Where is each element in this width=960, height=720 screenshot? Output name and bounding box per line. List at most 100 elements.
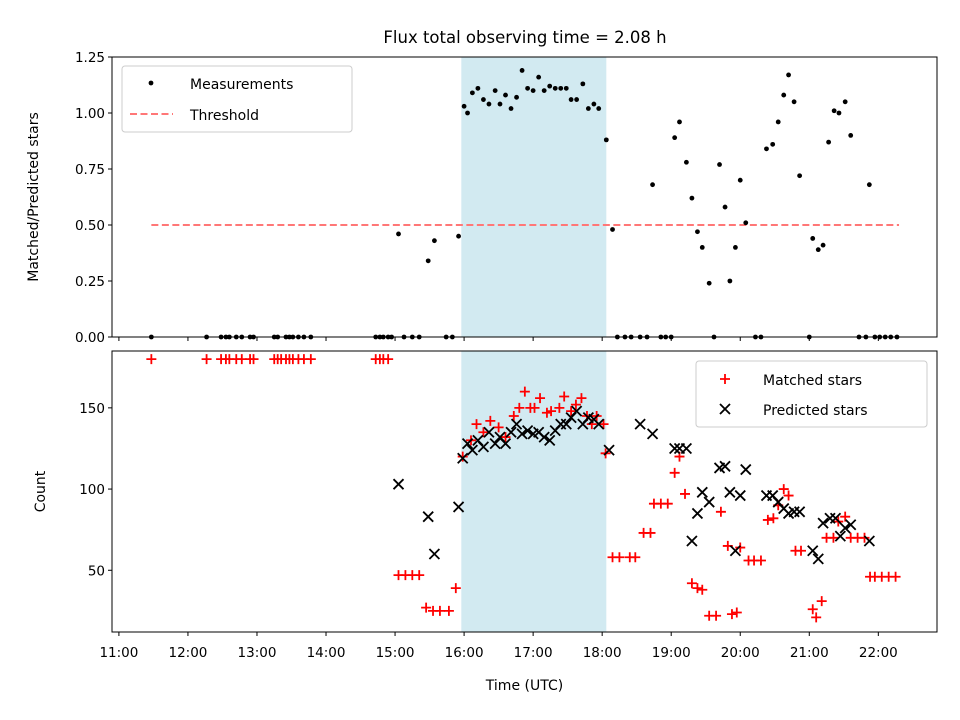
observing-span xyxy=(461,57,607,337)
data-point xyxy=(489,437,501,450)
x-tick-label: 12:00 xyxy=(168,645,207,661)
data-point xyxy=(603,137,609,143)
data-point xyxy=(593,418,605,430)
data-point xyxy=(591,101,597,107)
data-point xyxy=(466,444,479,456)
data-point xyxy=(508,410,519,421)
axes-frame xyxy=(111,56,938,338)
y-tick-label: 0.75 xyxy=(75,162,105,178)
data-point xyxy=(866,182,872,188)
data-point xyxy=(580,81,586,87)
data-point xyxy=(863,535,875,547)
data-point xyxy=(715,506,726,517)
data-point xyxy=(554,402,565,413)
data-point xyxy=(711,610,722,621)
data-point xyxy=(768,513,779,524)
y-tick-label: 0.25 xyxy=(75,274,105,290)
data-point xyxy=(686,578,697,589)
x-tick-label: 18:00 xyxy=(583,645,622,661)
data-point xyxy=(146,354,157,365)
data-point xyxy=(392,478,405,490)
data-point xyxy=(859,532,870,543)
data-point xyxy=(425,258,431,264)
data-point xyxy=(461,437,474,450)
data-point xyxy=(755,555,766,566)
data-point xyxy=(541,88,547,93)
data-point xyxy=(719,460,731,472)
y-axis-label: Count xyxy=(33,470,49,512)
data-point xyxy=(692,583,703,594)
data-point xyxy=(811,612,822,623)
data-point xyxy=(465,110,470,116)
data-point xyxy=(603,444,615,456)
data-point xyxy=(737,177,743,183)
data-point xyxy=(706,280,712,286)
data-point xyxy=(477,441,490,453)
data-point xyxy=(544,434,556,446)
axes-frame xyxy=(111,350,938,633)
data-point xyxy=(731,607,742,618)
data-point xyxy=(421,602,432,613)
data-point xyxy=(248,354,259,365)
data-point xyxy=(499,437,512,450)
data-point xyxy=(450,583,461,594)
data-point xyxy=(471,419,482,430)
data-point xyxy=(727,278,733,284)
legend: Matched stars Predicted stars xyxy=(695,360,928,428)
data-point xyxy=(570,405,583,417)
data-point xyxy=(848,133,854,138)
data-point xyxy=(585,106,591,111)
series-predicted-stars xyxy=(392,405,875,565)
data-point xyxy=(630,552,641,563)
data-point xyxy=(596,106,602,111)
data-point xyxy=(505,426,517,438)
data-point xyxy=(717,162,722,167)
data-point xyxy=(842,99,848,105)
data-point xyxy=(840,511,851,522)
legend-marker xyxy=(720,374,730,384)
legend: Measurements Threshold xyxy=(121,65,353,133)
x-axis-label: Time (UTC) xyxy=(485,678,563,694)
data-point xyxy=(535,393,546,404)
data-point xyxy=(497,101,503,107)
x-tick-label: 15:00 xyxy=(376,645,415,661)
data-point xyxy=(563,85,569,91)
data-point xyxy=(703,496,715,508)
data-point xyxy=(733,245,738,250)
data-point xyxy=(783,490,794,501)
data-point xyxy=(726,609,737,620)
data-point xyxy=(529,402,540,413)
data-point xyxy=(432,238,437,244)
data-point xyxy=(568,97,574,102)
data-point xyxy=(396,231,401,237)
x-tick-label: 22:00 xyxy=(859,645,898,661)
top-panel: 0.00 0.25 0.50 0.75 1.00 1.25 Matched/Predicte… xyxy=(26,50,938,346)
data-point xyxy=(817,517,829,529)
data-point xyxy=(696,486,708,498)
data-point xyxy=(697,584,708,595)
data-point xyxy=(826,139,832,145)
data-point xyxy=(839,522,851,534)
data-point xyxy=(797,173,803,179)
data-point xyxy=(598,419,609,430)
x-tick-label: 13:00 xyxy=(238,645,277,661)
data-point xyxy=(514,94,519,100)
data-point xyxy=(695,229,700,235)
data-point xyxy=(829,512,842,524)
data-point xyxy=(686,535,698,547)
data-point xyxy=(559,391,570,402)
data-point xyxy=(469,90,475,96)
data-point xyxy=(485,415,496,426)
data-point xyxy=(483,426,495,438)
legend-label: Measurements xyxy=(190,77,293,93)
data-point xyxy=(500,432,511,443)
bottom-panel: 50 100 150 11:00 12:00 13:00 14:00 15:00 16:00 17… xyxy=(33,350,938,694)
data-point xyxy=(552,85,558,91)
data-point xyxy=(770,141,776,147)
data-point xyxy=(456,233,461,239)
data-point xyxy=(762,514,773,525)
data-point xyxy=(422,511,434,523)
data-point xyxy=(516,428,528,440)
data-point xyxy=(457,452,469,464)
x-tick-label: 11:00 xyxy=(99,645,138,661)
